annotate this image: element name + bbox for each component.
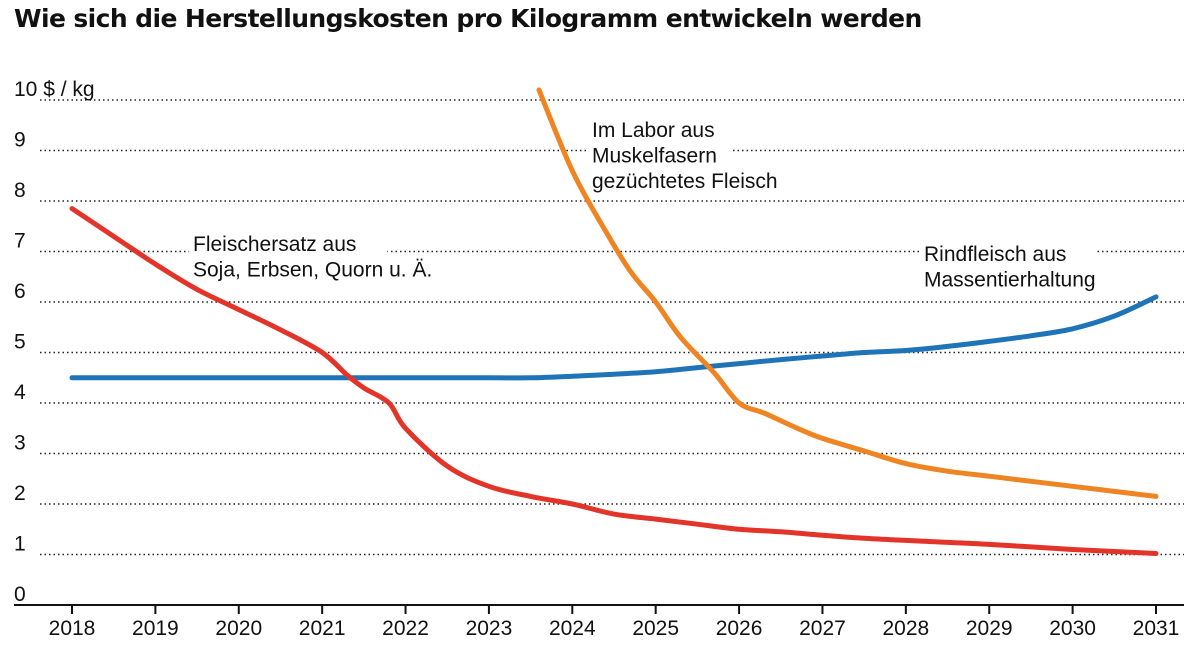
x-tick-label: 2027 — [799, 617, 846, 640]
series-lines — [69, 87, 1159, 556]
y-tick-label: 2 — [14, 482, 26, 505]
x-tick-label: 2023 — [466, 617, 513, 640]
series-label-line: Rindfleisch aus — [924, 243, 1066, 266]
x-tick-label: 2024 — [549, 617, 596, 640]
series-label-line: gezüchtetes Fleisch — [592, 170, 778, 193]
series-line-beef — [69, 294, 1159, 381]
label-background — [588, 169, 809, 193]
label-background — [588, 118, 731, 142]
y-tick-label: 10 $ / kg — [14, 78, 95, 101]
y-tick-label: 3 — [14, 432, 26, 455]
label-background — [920, 242, 1096, 266]
label-background — [189, 232, 388, 256]
x-tick-label: 2025 — [632, 617, 679, 640]
x-tick-label: 2026 — [716, 617, 763, 640]
x-tick-label: 2021 — [299, 617, 346, 640]
y-tick-label: 4 — [14, 381, 26, 404]
x-tick-label: 2022 — [382, 617, 429, 640]
y-tick-label: 1 — [14, 533, 26, 556]
label-background — [189, 257, 477, 282]
series-line-lab-meat — [536, 87, 1159, 499]
y-tick-label: 7 — [14, 230, 26, 253]
y-axis-ticks: 0 1 2 3 4 5 6 7 8 9 10 $ / kg — [14, 78, 95, 606]
series-label-line: Fleischersatz aus — [193, 233, 356, 256]
x-tick-label: 2028 — [882, 617, 929, 640]
series-label-line: Muskelfasern — [592, 145, 717, 168]
x-tick-label: 2029 — [966, 617, 1013, 640]
y-tick-label: 0 — [14, 583, 26, 606]
x-tick-label: 2030 — [1049, 617, 1096, 640]
y-tick-label: 5 — [14, 331, 26, 354]
x-axis-ticks: 2018 2019 2020 2021 2022 2023 2024 2025 2026 2027… — [49, 605, 1180, 640]
x-tick-label: 2018 — [49, 617, 96, 640]
series-label-plant-based: Fleischersatz aus Soja, Erbsen, Quorn u. … — [189, 232, 477, 282]
gridlines — [40, 99, 1184, 556]
y-tick-label: 9 — [14, 129, 26, 152]
series-label-line: Soja, Erbsen, Quorn u. Ä. — [193, 259, 432, 282]
y-tick-label: 6 — [14, 280, 26, 303]
series-line-plant-based — [69, 206, 1159, 556]
series-label-line: Massentierhaltung — [924, 269, 1096, 292]
series-label-beef: Rindfleisch aus Massentierhaltung — [920, 242, 1119, 292]
label-background — [920, 267, 1119, 292]
label-background — [588, 143, 731, 168]
chart-title: Wie sich die Herstellungskosten pro Kilo… — [14, 4, 922, 33]
x-tick-label: 2031 — [1133, 617, 1180, 640]
x-tick-label: 2020 — [215, 617, 262, 640]
x-tick-label: 2019 — [132, 617, 179, 640]
series-label-line: Im Labor aus — [592, 119, 715, 142]
y-tick-label: 8 — [14, 179, 26, 202]
series-labels: Fleischersatz aus Soja, Erbsen, Quorn u. … — [189, 118, 1119, 292]
